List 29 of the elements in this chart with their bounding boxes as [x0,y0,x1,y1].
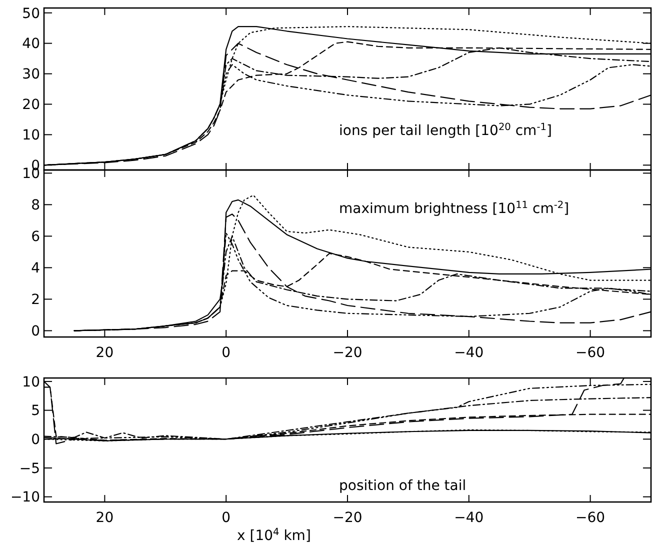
x-tick-label: 0 [222,510,231,526]
y-tick-label: 50 [22,6,40,22]
annotation: ions per tail length [10$^{20}$ cm$^{-1}$] [339,122,552,139]
y-tick-label: 4 [31,260,40,277]
y-tick-label: 2 [31,292,40,308]
y-tick-label: 10 [22,128,40,144]
y-tick-label: 8 [31,198,40,214]
y-tick-label: −5 [19,460,40,477]
y-tick-label: 20 [22,97,40,114]
x-tick-label: −60 [576,510,606,526]
y-tick-label: 0 [31,324,40,340]
x-tick-label: −40 [454,345,484,361]
y-tick-label: 0 [31,432,40,448]
x-tick-label: −20 [332,510,362,526]
x-tick-label: −60 [576,345,606,361]
y-tick-label: 6 [31,229,40,246]
x-axis-title: x [10$^{4}$ km] [237,526,311,544]
y-tick-label: −10 [10,490,40,506]
x-tick-label: −20 [332,345,362,361]
y-tick-label: 10 [22,374,40,390]
y-tick-label: 40 [22,36,40,52]
x-tick-label: 20 [96,345,114,361]
x-tick-label: 20 [96,510,114,526]
annotation: position of the tail [339,478,466,494]
y-tick-label: 30 [22,66,40,83]
annotation: maximum brightness [10$^{11}$ cm$^{-2}$] [339,200,570,217]
x-tick-label: −40 [454,510,484,526]
x-tick-label: 0 [222,345,231,361]
y-tick-label: 5 [31,403,40,420]
